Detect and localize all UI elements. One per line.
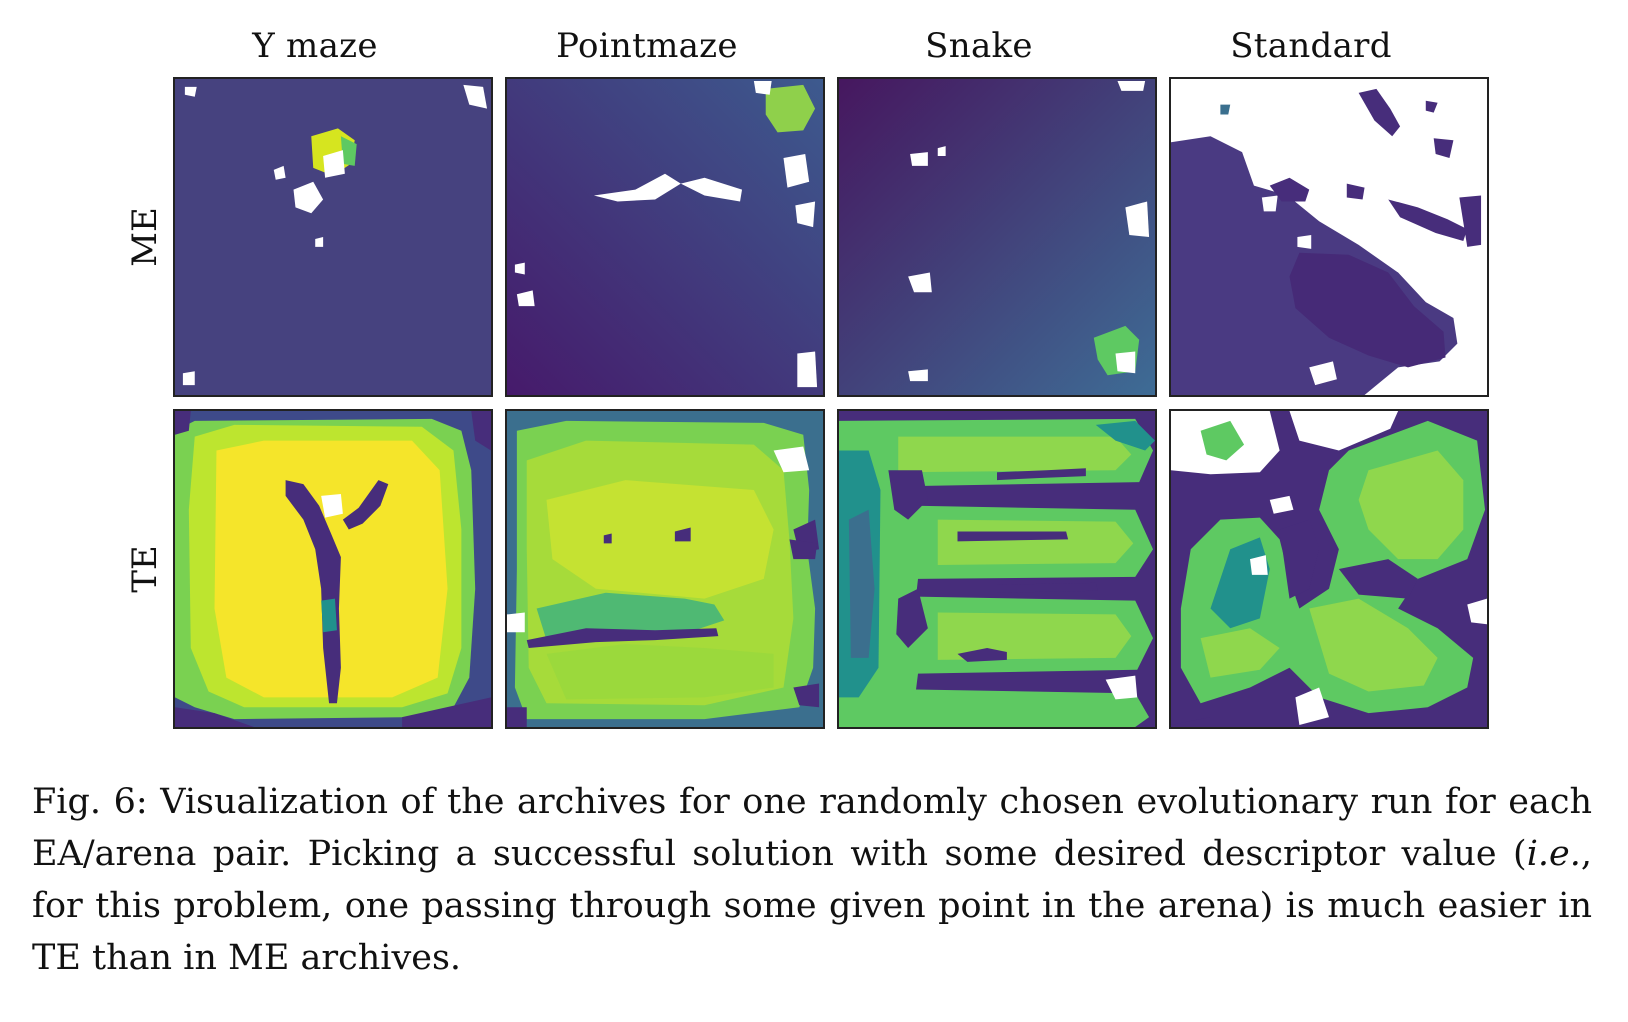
archive-panel-me-standard: [1169, 77, 1489, 397]
caption-text-part2: , for this problem, one passing through …: [32, 834, 1592, 978]
archive-panel-te-y-maze: [173, 409, 493, 729]
caption-text-part1: Fig. 6: Visualization of the archives fo…: [32, 782, 1592, 874]
caption-ie: i.e.: [1526, 834, 1581, 874]
figure: Y maze Pointmaze Snake Standard ME TE: [125, 26, 1489, 729]
column-title-y-maze: Y maze: [252, 26, 378, 66]
archive-panel-me-y-maze: [173, 77, 493, 397]
column-title-standard: Standard: [1230, 26, 1392, 66]
archive-panel-me-snake: [837, 77, 1157, 397]
archive-panel-te-pointmaze: [505, 409, 825, 729]
column-title-pointmaze: Pointmaze: [556, 26, 738, 66]
figure-caption: Fig. 6: Visualization of the archives fo…: [32, 776, 1592, 984]
row-label-me: ME: [125, 207, 165, 267]
archive-panel-me-pointmaze: [505, 77, 825, 397]
column-title-snake: Snake: [925, 26, 1033, 66]
archive-panel-te-standard: [1169, 409, 1489, 729]
archive-panel-te-snake: [837, 409, 1157, 729]
row-label-te: TE: [125, 545, 165, 593]
